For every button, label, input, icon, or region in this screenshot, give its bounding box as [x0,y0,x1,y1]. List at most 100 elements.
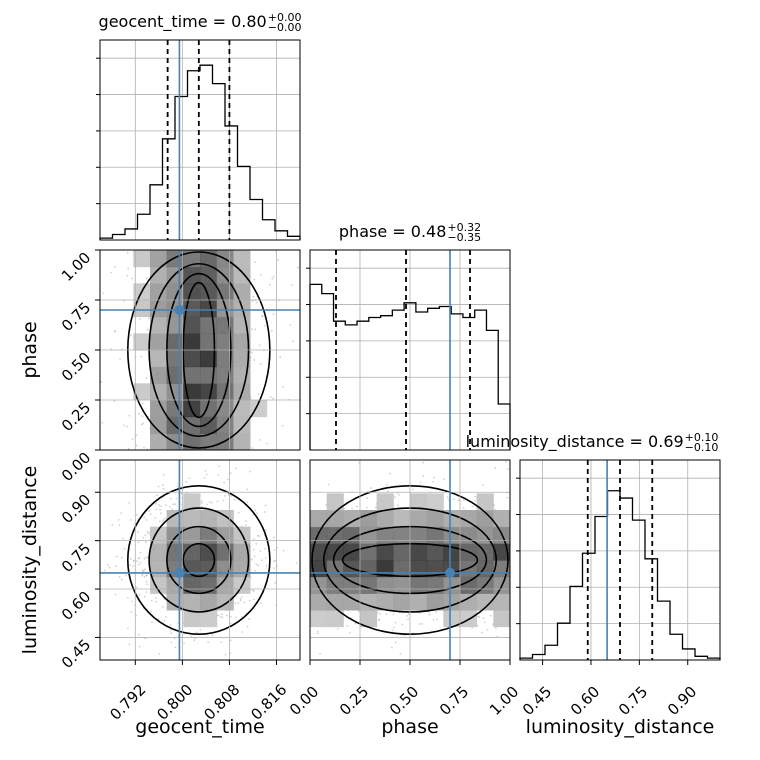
scatter-point [407,618,409,621]
scatter-point [478,616,481,618]
density-cell [410,593,428,611]
density-cell [393,510,411,528]
scatter-point [418,612,421,614]
title-errors: +0.32 −0.35 [447,222,481,243]
density-cell [393,560,411,578]
scatter-point [256,534,259,537]
density-cell [150,576,168,594]
scatter-point [224,653,227,656]
scatter-point [173,637,176,640]
title-text: geocent_time = 0.80 [98,12,267,31]
scatter-point [104,569,106,572]
scatter-point [474,495,477,498]
density-cell [166,526,184,544]
scatter-point [200,500,203,503]
scatter-point [136,560,139,563]
scatter-point [127,267,130,270]
scatter-point [486,629,489,631]
density-cell [200,510,218,528]
scatter-point [118,576,121,578]
scatter-point [146,556,149,559]
scatter-point [494,627,497,629]
density-cell [426,576,444,594]
scatter-point [251,447,254,449]
scatter-point [89,634,91,636]
scatter-point [163,619,166,622]
y-axis-label-luminosity_distance: luminosity_distance [19,465,41,655]
density-cell [200,300,218,318]
scatter-point [217,474,220,476]
scatter-point [241,631,244,633]
scatter-point [122,537,125,540]
scatter-point [158,520,161,523]
scatter-point [171,508,174,511]
density-cell [310,543,328,561]
scatter-point [100,381,103,384]
scatter-point [366,497,369,500]
scatter-point [291,284,293,287]
scatter-point [446,496,449,499]
truth-marker [174,305,185,315]
scatter-point [132,559,135,562]
scatter-point [273,560,276,563]
scatter-point [272,313,275,315]
density-cell [133,300,151,318]
scatter-point [269,396,272,398]
scatter-point [175,497,178,500]
density-cell [410,543,428,561]
scatter-point [111,524,114,526]
scatter-point [150,610,153,613]
density-cell [200,416,218,434]
scatter-point [477,615,480,618]
scatter-point [260,559,263,562]
x-axis-label-geocent_time: geocent_time [135,716,265,738]
scatter-point [155,597,157,599]
scatter-point [158,653,161,655]
scatter-point [135,444,138,447]
scatter-point [130,519,132,521]
density-cell [326,493,344,511]
density-cell [393,526,411,544]
scatter-point [143,568,146,571]
density-cell [216,366,234,384]
scatter-point [255,542,258,545]
density-cell [360,576,378,594]
scatter-point [396,504,399,507]
scatter-point [507,468,509,470]
contour-line [166,525,232,595]
scatter-point [188,477,191,480]
scatter-point [141,574,144,577]
scatter-point [374,506,377,509]
density-cell [200,333,218,351]
scatter-point [268,283,271,286]
scatter-point [279,356,282,358]
scatter-point [253,538,255,540]
scatter-point [133,560,135,562]
scatter-point [226,478,229,481]
density-cell [133,250,151,268]
density-cell [150,366,168,384]
scatter-point [141,573,144,576]
density-cell [410,510,428,528]
scatter-point [146,328,149,331]
scatter-point [462,506,465,509]
scatter-point [135,434,138,437]
scatter-point [246,501,249,504]
density-cell [360,593,378,611]
density-cell [360,610,378,628]
scatter-point [343,507,346,510]
scatter-point [233,498,236,501]
density-cell [183,283,201,301]
scatter-point [249,470,251,473]
scatter-point [180,492,183,495]
density-cell [183,350,201,368]
grid-0-0 [100,40,300,240]
scatter-point [254,437,256,439]
scatter-point [229,472,232,475]
scatter-point [203,476,206,479]
scatter-point [239,599,242,602]
scatter-point [255,563,258,566]
scatter-point [120,512,123,515]
scatter-point [246,625,249,628]
density-cell [476,510,494,528]
